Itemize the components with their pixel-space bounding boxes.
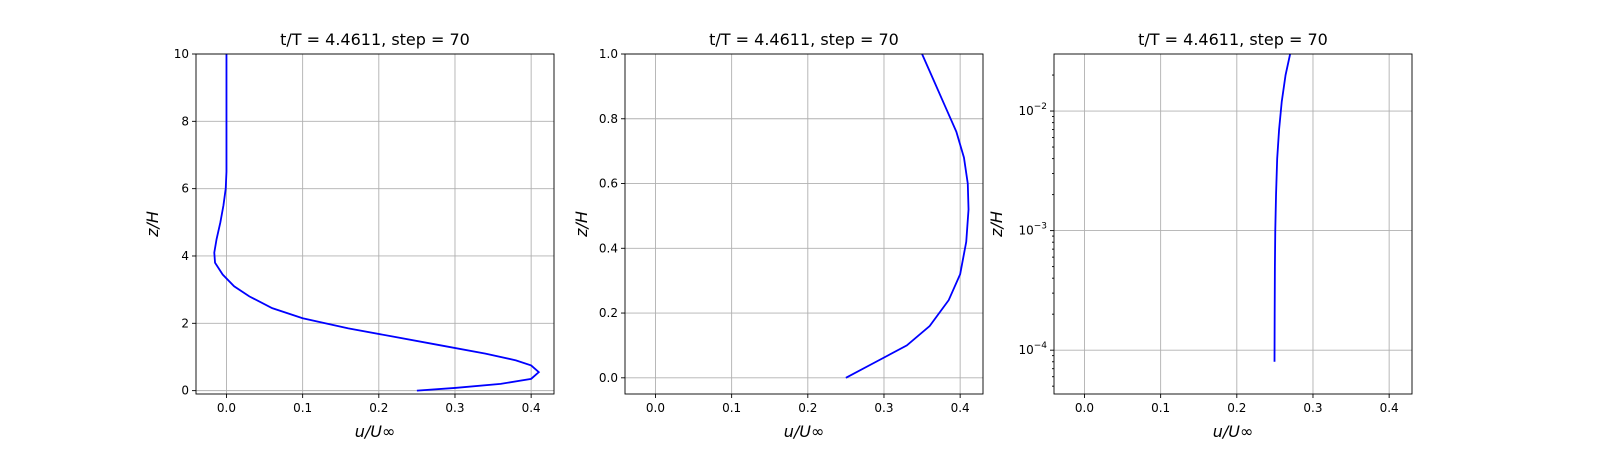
panel-right: 0.0 0.1 0.2 0.3 0.4 10−4 10−3 10−2 t/T = 4.4611,… <box>987 30 1413 441</box>
x-axis-label: u/U∞ <box>355 422 396 441</box>
x-tick-label: 0.0 <box>646 401 665 415</box>
y-tick-label: 1.0 <box>599 47 618 61</box>
y-axis-label: z/H <box>143 211 162 238</box>
axes-frame <box>624 53 984 395</box>
x-tick-label: 0.1 <box>293 401 312 415</box>
x-tick-label: 0.4 <box>951 401 970 415</box>
y-tick-label: 4 <box>181 249 189 263</box>
axes-frame <box>195 53 555 395</box>
y-tick-label: 0.6 <box>599 177 618 191</box>
x-tick-label: 0.4 <box>1380 401 1399 415</box>
y-tick-label: 0.8 <box>599 112 618 126</box>
y-axis-label: z/H <box>572 211 591 238</box>
chart-title: t/T = 4.4611, step = 70 <box>1138 30 1328 49</box>
x-tick-label: 0.3 <box>445 401 464 415</box>
profile-line <box>1273 53 1292 362</box>
x-tick-label: 0.4 <box>522 401 541 415</box>
profile-line <box>845 53 970 379</box>
x-tick-label: 0.2 <box>369 401 388 415</box>
y-tick-label: 0.2 <box>599 306 618 320</box>
panel-middle: 0.0 0.1 0.2 0.3 0.4 0.0 0.2 0.4 0.6 0.8 1.0 t/T = 4… <box>572 30 984 441</box>
y-tick-label: 10 <box>174 47 189 61</box>
x-tick-label: 0.3 <box>874 401 893 415</box>
y-tick-label: 0.4 <box>599 241 618 255</box>
y-tick-label: 0 <box>181 384 189 398</box>
x-tick-label: 0.0 <box>1075 401 1094 415</box>
axes-frame <box>1053 53 1413 395</box>
y-tick-label: 10−4 <box>1018 341 1047 357</box>
y-axis-label: z/H <box>987 211 1006 238</box>
x-tick-label: 0.1 <box>722 401 741 415</box>
x-tick-label: 0.2 <box>798 401 817 415</box>
x-axis-label: u/U∞ <box>784 422 825 441</box>
chart-title: t/T = 4.4611, step = 70 <box>280 30 470 49</box>
x-axis-label: u/U∞ <box>1213 422 1254 441</box>
y-tick-label: 2 <box>181 316 189 330</box>
y-tick-label: 10−2 <box>1018 102 1047 118</box>
x-tick-label: 0.3 <box>1303 401 1322 415</box>
y-tick-label: 8 <box>181 114 189 128</box>
y-tick-label: 0.0 <box>599 371 618 385</box>
y-tick-label: 6 <box>181 182 189 196</box>
panel-left: 0.0 0.1 0.2 0.3 0.4 0 2 4 6 8 10 t/T = 4.4611, step… <box>143 30 555 441</box>
x-tick-label: 0.0 <box>217 401 236 415</box>
y-tick-label: 10−3 <box>1018 222 1047 238</box>
x-tick-label: 0.1 <box>1151 401 1170 415</box>
profile-line <box>213 54 541 392</box>
x-tick-label: 0.2 <box>1227 401 1246 415</box>
chart-title: t/T = 4.4611, step = 70 <box>709 30 899 49</box>
